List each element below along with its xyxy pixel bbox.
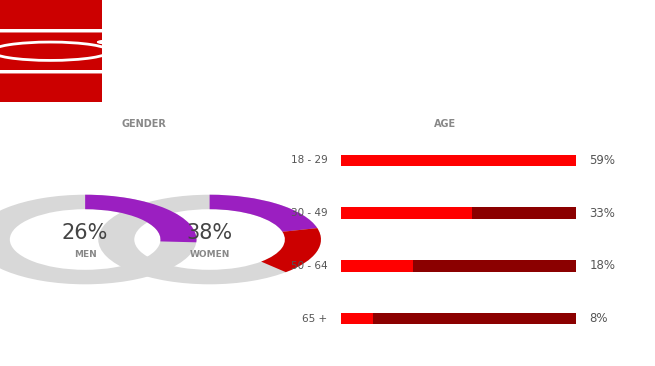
FancyBboxPatch shape — [341, 207, 472, 219]
FancyBboxPatch shape — [341, 207, 576, 219]
Text: Instagram Usage Among Key Demographics: Instagram Usage Among Key Demographics — [113, 42, 594, 61]
Text: AGE: AGE — [434, 119, 457, 128]
Wedge shape — [210, 195, 317, 232]
Text: 18 - 29: 18 - 29 — [291, 156, 328, 165]
Text: 65 +: 65 + — [303, 314, 328, 324]
Text: 18%: 18% — [590, 259, 616, 272]
Wedge shape — [98, 195, 321, 284]
Text: 30 - 49: 30 - 49 — [291, 208, 328, 218]
Text: 33%: 33% — [590, 207, 616, 220]
Text: 38%: 38% — [187, 223, 233, 243]
Text: MEN: MEN — [74, 250, 96, 258]
FancyBboxPatch shape — [341, 313, 576, 325]
FancyBboxPatch shape — [341, 154, 576, 167]
FancyBboxPatch shape — [341, 260, 576, 272]
Wedge shape — [0, 195, 196, 284]
Text: WOMEN: WOMEN — [189, 250, 230, 258]
Wedge shape — [85, 195, 196, 242]
Text: 50 - 64: 50 - 64 — [291, 261, 328, 271]
Text: 26%: 26% — [62, 223, 108, 243]
Text: GENDER: GENDER — [122, 119, 166, 128]
Circle shape — [98, 40, 121, 44]
FancyBboxPatch shape — [341, 313, 373, 325]
Wedge shape — [261, 228, 321, 272]
FancyBboxPatch shape — [341, 154, 576, 167]
Text: 8%: 8% — [590, 312, 608, 325]
FancyBboxPatch shape — [0, 0, 102, 102]
FancyBboxPatch shape — [341, 260, 413, 272]
Text: 59%: 59% — [590, 154, 616, 167]
